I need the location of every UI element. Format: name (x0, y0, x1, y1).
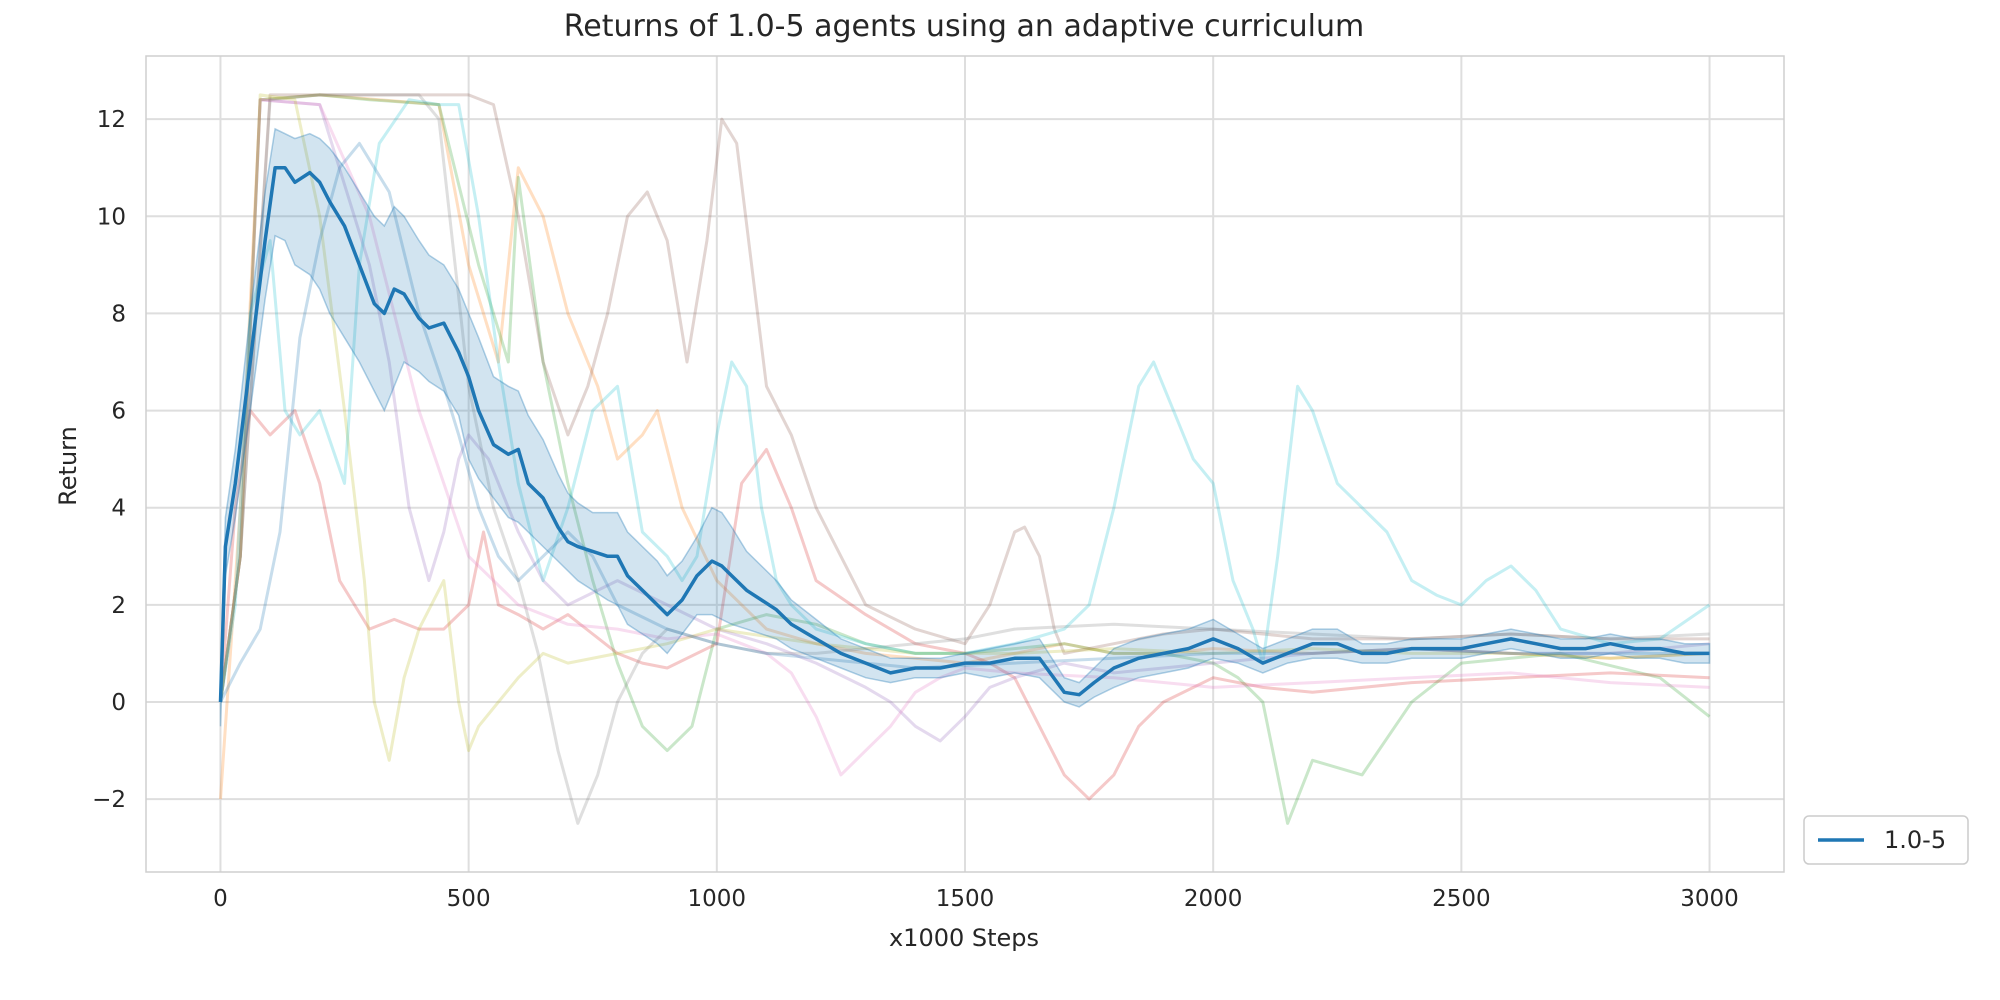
confidence-band (219, 127, 1711, 727)
y-tick-labels: −2 0 2 4 6 8 10 12 (92, 107, 126, 813)
mean-line-group (218, 165, 1710, 703)
legend-label: 1.0-5 (1884, 826, 1946, 854)
y-tick-label: 8 (111, 301, 126, 327)
agent-lines (219, 93, 1711, 825)
y-axis-label: Return (54, 426, 82, 506)
x-tick-labels: 0 500 1000 1500 2000 2500 3000 (213, 886, 1739, 912)
x-tick-label: 1500 (936, 886, 995, 912)
agent-line-5 (219, 93, 1710, 703)
y-tick-label: 10 (97, 204, 126, 230)
x-tick-label: 1000 (688, 886, 747, 912)
agent-line-2 (219, 93, 1711, 825)
x-tick-label: 500 (447, 886, 491, 912)
confidence-band-group (219, 127, 1711, 727)
x-axis-label: x1000 Steps (889, 924, 1039, 952)
x-tick-label: 2500 (1432, 886, 1491, 912)
x-tick-label: 3000 (1680, 886, 1739, 912)
agent-line-1 (219, 93, 1710, 800)
mean-line (218, 165, 1710, 703)
agent-line-4 (219, 98, 1710, 743)
agent-line-9 (219, 98, 1711, 703)
agent-line-6 (219, 98, 1710, 777)
legend-box (1803, 815, 1969, 865)
chart-title: Returns of 1.0-5 agents using an adaptiv… (564, 9, 1364, 44)
y-tick-label: 2 (111, 593, 126, 619)
legend[interactable]: 1.0-5 (1803, 815, 1969, 865)
agent-line-10 (219, 141, 1710, 703)
y-tick-label: 6 (111, 399, 126, 425)
x-tick-label: 2000 (1184, 886, 1243, 912)
agent-line-8 (219, 93, 1710, 762)
x-tick-label: 0 (213, 886, 228, 912)
grid (146, 56, 1784, 872)
agent-line-7 (219, 93, 1710, 825)
y-tick-label: −2 (92, 787, 126, 813)
plot-frame (145, 55, 1785, 873)
y-tick-label: 0 (111, 690, 126, 716)
y-tick-label: 12 (97, 107, 126, 133)
agent-line-3 (219, 409, 1710, 801)
y-tick-label: 4 (111, 496, 126, 522)
